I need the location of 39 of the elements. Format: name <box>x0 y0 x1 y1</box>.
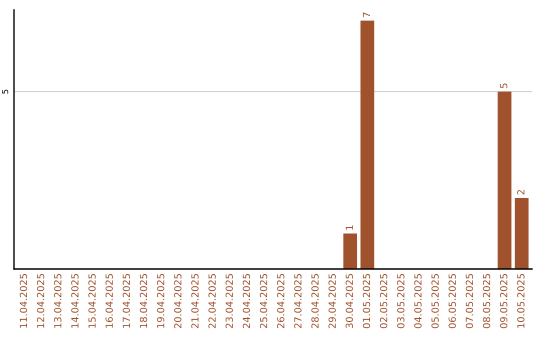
x-tick-label: 28.04.2025 <box>311 274 319 328</box>
data-label: 7 <box>362 12 370 18</box>
x-tick-label: 13.04.2025 <box>54 274 62 328</box>
x-tick-label: 04.05.2025 <box>414 274 422 328</box>
data-label: 5 <box>500 84 508 88</box>
x-tick-label: 30.04.2025 <box>346 274 354 328</box>
bar <box>498 92 512 269</box>
x-tick-label: 11.04.2025 <box>20 274 28 328</box>
x-tick-label: 05.05.2025 <box>431 274 439 328</box>
bar <box>514 198 529 269</box>
x-tick-label: 07.05.2025 <box>466 274 474 328</box>
x-tick-label: 14.04.2025 <box>71 274 79 328</box>
ref-line-label: 5 <box>2 90 8 94</box>
x-tick-label: 29.04.2025 <box>328 274 336 328</box>
x-tick-label: 26.04.2025 <box>277 274 284 328</box>
x-tick-label: 24.04.2025 <box>242 274 250 328</box>
data-label: 1 <box>346 225 353 230</box>
x-tick-label: 10.05.2025 <box>517 274 525 328</box>
x-tick-label: 18.04.2025 <box>140 274 148 328</box>
x-tick-label: 09.05.2025 <box>500 274 508 328</box>
x-tick-label: 23.04.2025 <box>226 274 233 328</box>
x-tick-label: 12.04.2025 <box>36 274 44 328</box>
x-tick-label: 20.04.2025 <box>174 274 182 328</box>
x-tick-label: 17.04.2025 <box>122 274 130 328</box>
x-tick-label: 15.04.2025 <box>88 274 96 328</box>
x-tick-label: 03.05.2025 <box>397 274 404 328</box>
x-tick-label: 22.04.2025 <box>208 274 216 328</box>
x-tick-label: 08.05.2025 <box>482 274 490 328</box>
x-tick-label: 21.04.2025 <box>191 274 199 328</box>
x-tick-label: 01.05.2025 <box>362 274 370 328</box>
bar <box>343 234 358 269</box>
x-tick-label: 06.05.2025 <box>448 274 456 328</box>
x-tick-label: 25.04.2025 <box>260 274 268 328</box>
data-label: 2 <box>517 190 524 195</box>
x-tick-label: 19.04.2025 <box>156 274 164 328</box>
x-tick-label: 02.05.2025 <box>380 274 388 328</box>
x-tick-label: 16.04.2025 <box>106 274 113 328</box>
x-tick-label: 27.04.2025 <box>294 274 302 328</box>
bar <box>360 20 374 269</box>
